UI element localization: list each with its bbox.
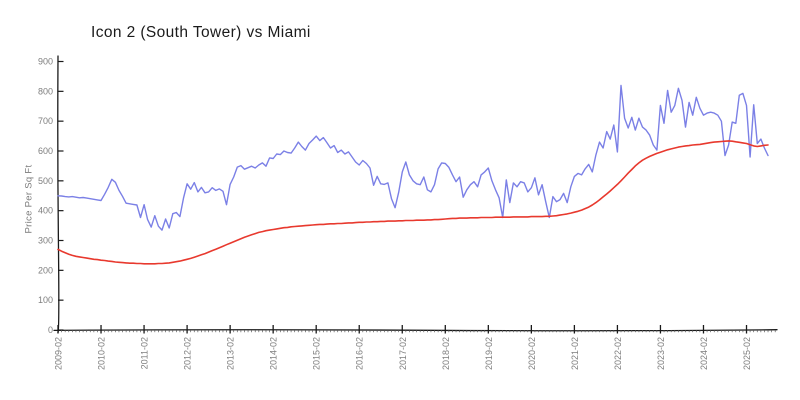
x-tick-label: 2023-02 — [656, 337, 666, 370]
y-tick-label: 0 — [48, 325, 53, 335]
x-tick-label: 2014-02 — [269, 337, 279, 370]
y-tick-label: 200 — [38, 265, 53, 275]
y-tick-label: 900 — [38, 57, 53, 67]
x-tick-label: 2022-02 — [613, 337, 623, 370]
x-tick-label: 2021-02 — [570, 337, 580, 370]
x-tick-label: 2009-02 — [54, 337, 64, 370]
x-axis-line — [53, 329, 778, 332]
miami-series-line — [57, 140, 769, 265]
x-tick-label: 2024-02 — [699, 337, 709, 370]
x-tick-label: 2011-02 — [140, 337, 150, 369]
x-tick-label: 2010-02 — [97, 337, 107, 370]
icon2-series-line — [57, 84, 769, 231]
x-tick-label: 2019-02 — [484, 337, 494, 370]
x-tick-label: 2018-02 — [441, 337, 451, 370]
x-tick-label: 2016-02 — [355, 337, 365, 370]
x-tick-label: 2020-02 — [527, 337, 537, 370]
x-tick-label: 2025-02 — [742, 337, 752, 370]
y-axis-line — [57, 55, 60, 334]
x-tick-label: 2012-02 — [183, 337, 193, 370]
y-tick-label: 700 — [38, 116, 53, 126]
x-tick-label: 2017-02 — [398, 337, 408, 370]
y-tick-label: 500 — [38, 176, 53, 186]
y-tick-label: 800 — [38, 86, 53, 96]
y-tick-label: 100 — [38, 295, 53, 305]
x-tick-label: 2013-02 — [226, 337, 236, 370]
y-tick-label: 300 — [38, 236, 53, 246]
y-tick-label: 600 — [38, 146, 53, 156]
y-tick-label: 400 — [38, 206, 53, 216]
chart-title: Icon 2 (South Tower) vs Miami — [91, 24, 311, 41]
x-tick-label: 2015-02 — [312, 337, 322, 370]
